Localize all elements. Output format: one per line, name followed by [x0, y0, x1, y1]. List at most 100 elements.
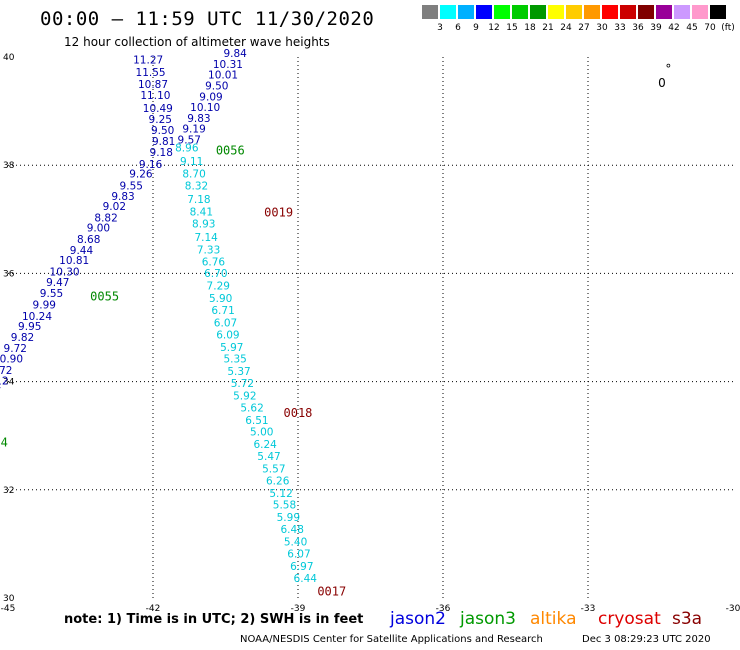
- wave-height-label: 5.12: [269, 488, 292, 500]
- wave-height-label: 10.49: [143, 103, 173, 115]
- wave-height-label: 11.55: [136, 67, 166, 79]
- wave-height-label: 5.92: [233, 390, 256, 402]
- legend-bin-label: 15: [506, 23, 518, 33]
- wave-height-label: 9.72: [0, 365, 12, 377]
- wave-height-label: 9.83: [111, 191, 134, 203]
- lat-tick-label: 36: [3, 269, 15, 279]
- wave-height-label: 8.96: [175, 143, 199, 155]
- wave-height-label: 6.26: [266, 475, 290, 487]
- wave-height-label: 6.07: [214, 317, 237, 329]
- wave-height-label: 9.82: [11, 332, 34, 344]
- pass-time-label: 0055: [90, 289, 119, 303]
- legend-swatch: [530, 5, 546, 19]
- wave-height-label: 10.31: [213, 59, 243, 71]
- legend-bin-label: 27: [578, 23, 590, 33]
- wave-height-label: 9.81: [152, 136, 175, 148]
- wave-height-label: 10.24: [22, 311, 52, 323]
- pass-time-label: 0017: [317, 584, 346, 598]
- wave-height-label: 5.00: [250, 427, 273, 439]
- legend-swatch: [512, 5, 528, 19]
- legend-bin-label: 30: [596, 23, 608, 33]
- lon-tick-label: -45: [1, 604, 16, 614]
- wave-height-label: 6.24: [253, 439, 277, 451]
- lon-tick-label: -36: [436, 604, 451, 614]
- page-subtitle: 12 hour collection of altimeter wave hei…: [64, 35, 330, 49]
- legend-swatch: [422, 5, 438, 19]
- legend-bin-label: 42: [668, 23, 680, 33]
- legend-swatch: [692, 5, 708, 19]
- legend-swatch: [674, 5, 690, 19]
- footer-note: note: 1) Time is in UTC; 2) SWH is in fe…: [64, 612, 364, 627]
- legend-swatch: [566, 5, 582, 19]
- wave-height-label: 10.07: [0, 386, 1, 398]
- island-marker: °: [665, 62, 671, 76]
- legend-bin-label: 18: [524, 23, 536, 33]
- legend-swatch: [476, 5, 492, 19]
- wave-height-label: 11.10: [140, 90, 170, 102]
- legend-bin-label: 12: [488, 23, 500, 33]
- wave-height-label: 9.84: [223, 48, 247, 60]
- wave-height-label: 10.10: [190, 102, 220, 114]
- wave-height-label: 7.33: [197, 244, 220, 256]
- wave-height-label: 5.57: [262, 463, 285, 475]
- legend-bin-label: 45: [686, 23, 698, 33]
- legend-altika: altika: [530, 609, 577, 629]
- wave-height-label: 6.71: [211, 305, 234, 317]
- legend-swatch: [548, 5, 564, 19]
- lat-tick-label: 38: [3, 161, 15, 171]
- wave-height-label: 5.37: [227, 366, 250, 378]
- wave-height-label: 5.90: [209, 293, 232, 305]
- legend-swatch: [494, 5, 510, 19]
- legend-swatch: [584, 5, 600, 19]
- wave-height-label: 9.95: [18, 321, 41, 333]
- legend-jason3: jason3: [460, 609, 516, 629]
- legend-bin-label: 70: [704, 23, 716, 33]
- wave-height-label: 7.14: [194, 232, 218, 244]
- wave-height-label: 8.68: [77, 234, 100, 246]
- legend-bin-label: 39: [650, 23, 662, 33]
- wave-height-label: 9.00: [87, 223, 110, 235]
- legend-unit: (ft): [721, 23, 735, 33]
- wave-height-label: 6.09: [216, 329, 239, 341]
- wave-height-label: 9.50: [205, 80, 228, 92]
- pass-time-label: 0019: [264, 206, 293, 220]
- wave-height-label: 8.70: [182, 169, 205, 181]
- wave-height-label: 9.09: [199, 91, 222, 103]
- wave-height-label: 9.44: [70, 245, 94, 257]
- wave-height-label: 9.26: [129, 169, 153, 181]
- wave-height-label: 10.90: [0, 354, 23, 366]
- wave-height-label: 9.99: [33, 300, 56, 312]
- wave-height-label: 10.87: [138, 79, 168, 91]
- lon-tick-label: -30: [726, 604, 740, 614]
- wave-height-label: 8.41: [190, 207, 213, 219]
- legend-swatch: [656, 5, 672, 19]
- wave-height-label: 6.44: [294, 573, 318, 585]
- legend-bin-label: 3: [437, 23, 443, 33]
- wave-height-label: 9.19: [182, 124, 205, 136]
- lat-tick-label: 30: [3, 594, 15, 604]
- wave-height-label: 9.02: [103, 201, 126, 213]
- wave-height-label: 8.93: [192, 218, 215, 230]
- wave-height-label: 9.16: [139, 159, 163, 171]
- footer-credit: NOAA/NESDIS Center for Satellite Applica…: [240, 634, 543, 645]
- legend-bin-label: 9: [473, 23, 479, 33]
- lon-tick-label: -33: [581, 604, 596, 614]
- lon-tick-label: -42: [146, 604, 161, 614]
- legend-swatch: [440, 5, 456, 19]
- lat-tick-label: 34: [3, 378, 15, 388]
- wave-height-label: 5.62: [240, 402, 263, 414]
- legend-s3a: s3a: [672, 609, 703, 629]
- pass-time-label: 0054: [0, 436, 8, 450]
- wave-height-label: 10.01: [208, 70, 238, 82]
- wave-height-label: 9.18: [150, 147, 173, 159]
- legend-swatch: [638, 5, 654, 19]
- legend-bin-label: 36: [632, 23, 644, 33]
- wave-height-label: 5.72: [231, 378, 254, 390]
- wave-height-label: 6.70: [204, 268, 227, 280]
- wave-height-label: 10.12: [0, 375, 9, 387]
- wave-height-label: 9.72: [4, 343, 27, 355]
- wave-height-label: 6.76: [202, 256, 226, 268]
- wave-height-label: 9.47: [46, 277, 69, 289]
- legend-swatch: [710, 5, 726, 19]
